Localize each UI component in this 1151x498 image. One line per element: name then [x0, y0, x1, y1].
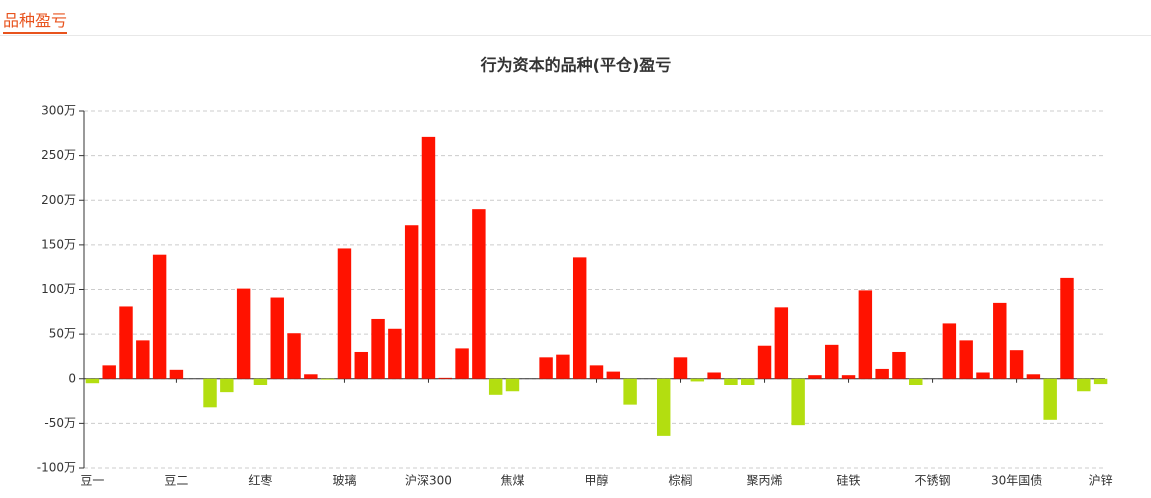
- bar: [741, 378, 755, 385]
- bar: [909, 378, 923, 385]
- bar: [892, 351, 906, 379]
- bar: [220, 378, 234, 393]
- bar: [825, 344, 839, 379]
- bar: [438, 377, 452, 379]
- x-tick-label: 30年国债: [991, 474, 1042, 488]
- x-tick-label: 硅铁: [837, 474, 861, 488]
- bar: [287, 333, 301, 379]
- bar: [959, 340, 973, 379]
- bar: [707, 372, 721, 379]
- bar: [539, 357, 553, 379]
- x-tick-label: 甲醇: [584, 473, 608, 488]
- bar: [169, 369, 184, 379]
- bar: [875, 368, 889, 379]
- bar: [152, 254, 167, 379]
- bar: [1009, 350, 1024, 379]
- bar: [1043, 378, 1057, 420]
- bar: [354, 351, 368, 379]
- y-tick-label: 50万: [49, 327, 76, 341]
- x-tick-label: 豆一: [80, 474, 104, 488]
- bar: [421, 136, 436, 379]
- bar: [371, 318, 385, 379]
- bar: [488, 378, 503, 395]
- y-tick-label: -50万: [44, 416, 76, 430]
- y-tick-label: 300万: [41, 104, 76, 118]
- y-tick-label: 150万: [41, 237, 76, 251]
- bar: [236, 288, 251, 379]
- bar: [203, 378, 217, 408]
- x-tick-label: 沪锌: [1089, 474, 1113, 488]
- header: 品种盈亏: [0, 0, 1151, 36]
- bar: [320, 378, 335, 380]
- y-tick-label: 250万: [41, 148, 76, 162]
- bar: [1077, 378, 1091, 392]
- bar: [253, 378, 268, 385]
- x-tick-label: 聚丙烯: [747, 474, 783, 488]
- bar: [791, 378, 805, 426]
- bar: [858, 290, 873, 379]
- bar: [808, 375, 822, 379]
- bar: [85, 378, 100, 384]
- bar: [841, 375, 856, 379]
- bar: [993, 302, 1007, 379]
- bar: [757, 345, 772, 379]
- bar: [136, 340, 150, 379]
- bar: [472, 209, 486, 379]
- bar: [942, 323, 957, 379]
- y-tick-label: 200万: [41, 193, 76, 207]
- bar: [337, 248, 352, 379]
- x-tick-label: 玻璃: [332, 474, 356, 488]
- y-tick-label: 0: [68, 371, 76, 385]
- bar: [388, 328, 402, 379]
- bar: [690, 378, 705, 382]
- bar: [556, 354, 570, 379]
- bar: [404, 225, 419, 379]
- y-tick-label: -100万: [37, 461, 76, 475]
- bar: [1026, 374, 1041, 379]
- x-tick-label: 沪深300: [405, 474, 452, 488]
- x-tick-label: 红枣: [248, 473, 272, 488]
- bar: [623, 378, 637, 405]
- x-tick-label: 不锈钢: [915, 474, 951, 488]
- x-tick-label: 棕榈: [669, 473, 693, 488]
- header-tab[interactable]: 品种盈亏: [3, 10, 68, 34]
- bar: [455, 348, 469, 379]
- x-tick-label: 豆二: [164, 474, 188, 488]
- bar: [572, 257, 587, 379]
- bar: [270, 297, 284, 379]
- bar: [1060, 277, 1074, 379]
- bar: [606, 371, 621, 379]
- bar: [1093, 378, 1108, 385]
- x-tick-label: 焦煤: [500, 474, 524, 488]
- chart-title: 行为资本的品种(平仓)盈亏: [480, 56, 672, 75]
- bar: [774, 307, 789, 379]
- y-tick-label: 100万: [41, 282, 76, 296]
- bar: [102, 365, 116, 379]
- bar: [589, 365, 604, 379]
- bar: [119, 306, 133, 379]
- bar: [656, 378, 671, 436]
- bar: [673, 357, 688, 379]
- bar: [304, 374, 318, 379]
- bar: [505, 378, 520, 392]
- bar: [976, 372, 990, 379]
- bar: [724, 378, 738, 385]
